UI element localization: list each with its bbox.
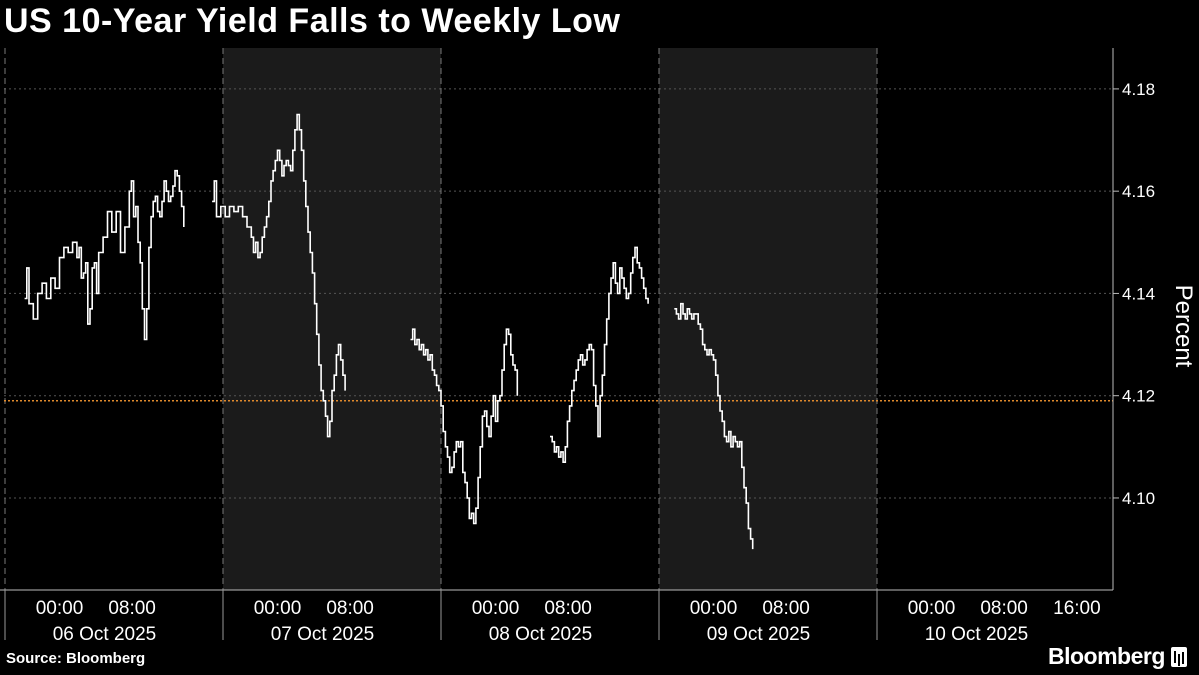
x-date-label: 07 Oct 2025 — [271, 624, 375, 645]
y-tick-label: 4.14 — [1122, 284, 1155, 303]
x-tick-label: 00:00 — [908, 598, 956, 619]
x-tick-label: 00:00 — [36, 598, 84, 619]
series-line-segment — [24, 169, 185, 341]
x-tick-label: 00:00 — [254, 598, 302, 619]
y-tick-label: 4.10 — [1122, 489, 1155, 508]
series-line-segment — [410, 328, 519, 525]
x-date-label: 06 Oct 2025 — [53, 624, 157, 645]
series-line-segment — [674, 302, 754, 550]
x-date-label: 08 Oct 2025 — [489, 624, 593, 645]
x-tick-label: 16:00 — [1053, 598, 1101, 619]
x-tick-label: 08:00 — [108, 598, 156, 619]
x-tick-label: 08:00 — [544, 598, 592, 619]
x-date-label: 10 Oct 2025 — [925, 624, 1029, 645]
series-line-segment — [550, 246, 649, 463]
x-tick-label: 00:00 — [472, 598, 520, 619]
x-tick-label: 08:00 — [980, 598, 1028, 619]
x-date-label: 09 Oct 2025 — [707, 624, 811, 645]
shaded-day-band — [223, 48, 441, 590]
bloomberg-logo: Bloomberg — [1048, 643, 1187, 670]
bloomberg-mark-icon — [1170, 646, 1187, 667]
x-tick-label: 08:00 — [762, 598, 810, 619]
shaded-day-band — [659, 48, 877, 590]
y-tick-label: 4.12 — [1122, 387, 1155, 406]
x-tick-label: 00:00 — [690, 598, 738, 619]
series-line-segment — [212, 113, 346, 438]
brand-name: Bloomberg — [1048, 643, 1165, 669]
x-tick-label: 08:00 — [326, 598, 374, 619]
source-note: Source: Bloomberg — [6, 650, 146, 667]
y-tick-label: 4.18 — [1122, 80, 1155, 99]
y-axis-label: Percent — [1170, 285, 1197, 368]
y-tick-label: 4.16 — [1122, 182, 1155, 201]
chart-title: US 10-Year Yield Falls to Weekly Low — [4, 2, 621, 40]
